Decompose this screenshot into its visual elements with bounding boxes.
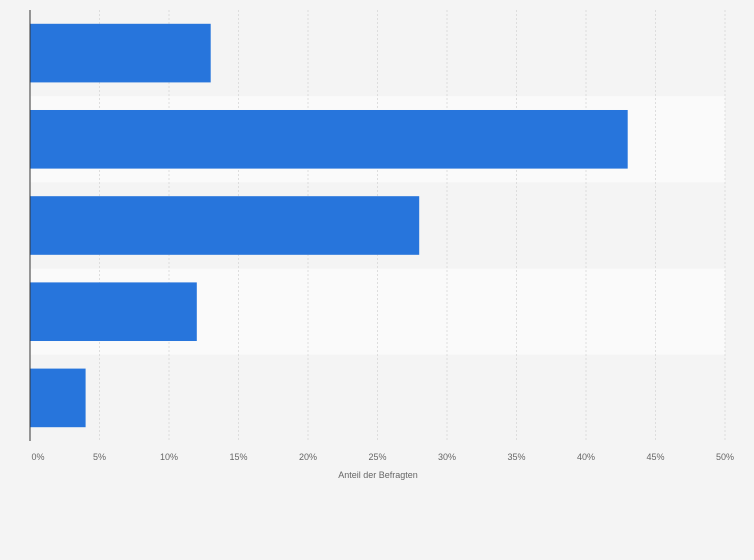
bar[interactable] xyxy=(30,196,420,255)
x-tick-label: 50% xyxy=(716,452,734,462)
bar[interactable] xyxy=(30,23,211,83)
bars xyxy=(30,23,628,428)
x-tick-label: 20% xyxy=(299,452,317,462)
x-tick-label: 10% xyxy=(160,452,178,462)
x-tick-labels: 0% 5% 10% 15% 20% 25% 30% 35% 40% 45% 50% xyxy=(31,452,734,462)
x-axis-title: Anteil der Befragten xyxy=(338,470,418,480)
x-tick-label: 15% xyxy=(229,452,247,462)
bar[interactable] xyxy=(30,109,628,169)
x-tick-label: 5% xyxy=(93,452,106,462)
x-tick-label: 25% xyxy=(368,452,386,462)
x-tick-label: 35% xyxy=(507,452,525,462)
x-tick-label: 40% xyxy=(577,452,595,462)
x-tick-label: 30% xyxy=(438,452,456,462)
x-tick-label: 45% xyxy=(646,452,664,462)
bar[interactable] xyxy=(30,282,197,342)
bar[interactable] xyxy=(30,368,86,428)
x-tick-label: 0% xyxy=(31,452,44,462)
